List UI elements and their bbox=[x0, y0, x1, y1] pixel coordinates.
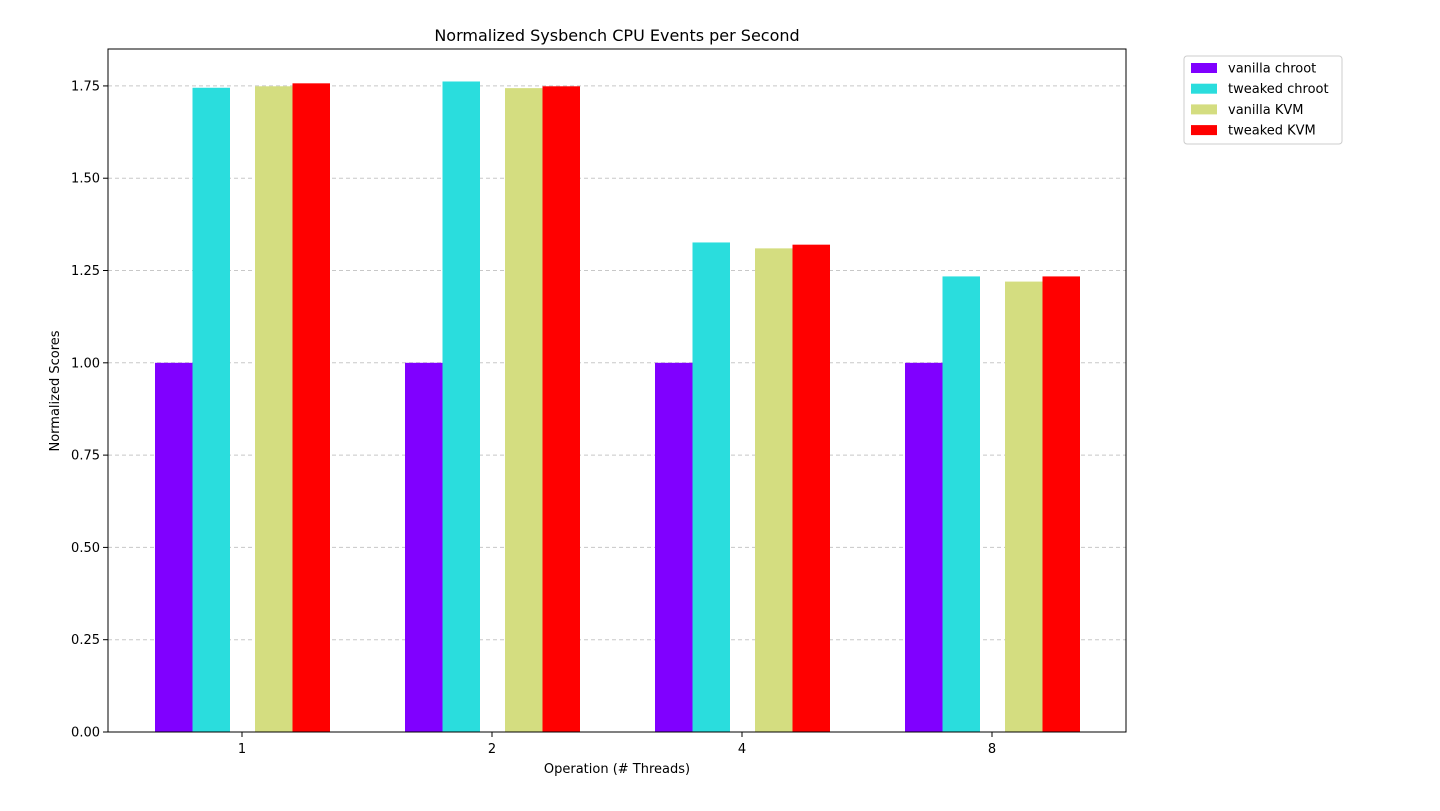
y-axis-title: Normalized Scores bbox=[48, 330, 63, 451]
bar-tweaked-chroot bbox=[442, 81, 480, 733]
legend: vanilla chroot tweaked chroot vanilla KVM t… bbox=[1183, 55, 1343, 145]
bar-vanilla-chroot bbox=[405, 362, 443, 732]
bar-tweaked-chroot bbox=[192, 87, 230, 732]
y-tick-label: 0.25 bbox=[71, 633, 100, 648]
legend-label: vanilla chroot bbox=[1228, 62, 1316, 77]
x-tick-label: 2 bbox=[488, 742, 496, 757]
bar-vanilla-kvm bbox=[1005, 281, 1043, 732]
bar-tweaked-kvm bbox=[292, 83, 330, 732]
x-axis-title: Operation (# Threads) bbox=[544, 762, 690, 777]
y-tick-label: 0.75 bbox=[71, 449, 100, 464]
legend-label: vanilla KVM bbox=[1228, 103, 1303, 118]
bar-vanilla-kvm bbox=[255, 86, 293, 733]
x-tick-label: 1 bbox=[238, 742, 246, 757]
y-tick-label: 0.00 bbox=[71, 726, 100, 741]
bar-tweaked-kvm bbox=[1042, 276, 1080, 732]
bar-tweaked-chroot bbox=[692, 242, 730, 732]
legend-swatch bbox=[1191, 104, 1217, 115]
bar-vanilla-chroot bbox=[905, 362, 943, 732]
bar-tweaked-kvm bbox=[792, 244, 830, 733]
y-tick-label: 0.50 bbox=[71, 541, 100, 556]
chart-title: Normalized Sysbench CPU Events per Secon… bbox=[434, 26, 799, 45]
bar-tweaked-kvm bbox=[542, 86, 580, 733]
bar-tweaked-chroot bbox=[942, 276, 980, 732]
legend-swatch bbox=[1191, 63, 1217, 73]
y-tick-label: 1.25 bbox=[71, 264, 100, 279]
bar-vanilla-chroot bbox=[155, 362, 193, 732]
legend-frame bbox=[1183, 55, 1343, 145]
y-axis: 0.00 0.25 0.50 0.75 1.00 1.25 1.50 1.75 bbox=[71, 79, 108, 741]
y-tick-label: 1.00 bbox=[71, 356, 100, 371]
y-tick-label: 1.75 bbox=[71, 79, 100, 94]
bar-vanilla-kvm bbox=[755, 248, 793, 733]
x-axis: 1 2 4 8 bbox=[238, 732, 996, 757]
x-tick-label: 4 bbox=[738, 742, 746, 757]
y-tick-label: 1.50 bbox=[71, 172, 100, 187]
legend-label: tweaked KVM bbox=[1228, 124, 1316, 139]
plot-frame bbox=[107, 48, 1127, 733]
legend-swatch bbox=[1191, 125, 1217, 136]
bar-vanilla-kvm bbox=[505, 88, 543, 732]
bars bbox=[155, 81, 1080, 733]
legend-label: tweaked chroot bbox=[1228, 82, 1329, 97]
bar-vanilla-chroot bbox=[655, 362, 693, 732]
legend-swatch bbox=[1191, 83, 1217, 94]
x-tick-label: 8 bbox=[988, 742, 996, 757]
